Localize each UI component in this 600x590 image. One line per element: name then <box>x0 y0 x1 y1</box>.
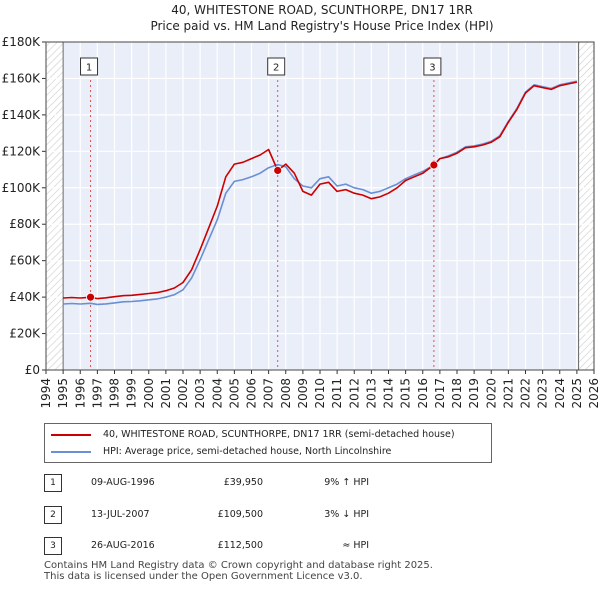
sale-marker-2: 2 <box>44 506 62 524</box>
sale-price: £112,500 <box>217 540 263 551</box>
x-tick-label: 2006 <box>245 378 259 409</box>
sale-label-box-3 <box>423 57 442 76</box>
legend-line-hpi <box>51 451 91 453</box>
legend-label-property: 40, WHITESTONE ROAD, SCUNTHORPE, DN17 1R… <box>103 429 455 440</box>
table-row: 1 09-AUG-1996 £39,950 9% ↑ HPI <box>44 474 564 492</box>
x-tick-label: 2009 <box>296 378 310 409</box>
x-tick-label: 2015 <box>399 378 413 409</box>
price-chart: 40, WHITESTONE ROAD, SCUNTHORPE, DN17 1R… <box>2 3 600 409</box>
hatched-region-left <box>46 42 64 370</box>
x-tick-label: 1995 <box>56 378 70 409</box>
sale-label-box-2 <box>267 57 286 76</box>
x-tick-label: 2008 <box>279 378 293 409</box>
hatched-region-right <box>578 42 594 370</box>
footer: Contains HM Land Registry data © Crown c… <box>44 560 433 582</box>
sale-point-2 <box>273 166 283 175</box>
x-tick-label: 2022 <box>519 378 533 409</box>
x-tick-label: 2011 <box>330 378 344 409</box>
x-tick-label: 2021 <box>501 378 515 409</box>
y-tick-label: £40K <box>9 290 41 304</box>
chart-title: 40, WHITESTONE ROAD, SCUNTHORPE, DN17 1R… <box>171 3 473 17</box>
sale-label-box-1 <box>80 57 99 76</box>
plot-frame <box>45 41 595 371</box>
x-tick-label: 2003 <box>193 378 207 409</box>
legend-label-hpi: HPI: Average price, semi-detached house,… <box>103 446 392 457</box>
x-tick-label: 1997 <box>90 378 104 409</box>
sale-date: 13-JUL-2007 <box>91 509 150 520</box>
data-range-shading <box>63 42 579 370</box>
x-tick-label: 1996 <box>73 378 87 409</box>
sale-label-3: 3 <box>429 63 435 74</box>
chart-legend: 40, WHITESTONE ROAD, SCUNTHORPE, DN17 1R… <box>44 423 492 463</box>
x-tick-label: 2018 <box>450 378 464 409</box>
y-tick-label: £180K <box>2 35 42 49</box>
footer-licence: This data is licensed under the Open Gov… <box>44 571 363 582</box>
y-tick-label: £120K <box>2 144 42 158</box>
sale-price: £39,950 <box>223 477 263 488</box>
x-tick-label: 1998 <box>108 378 122 409</box>
table-row: 2 13-JUL-2007 £109,500 3% ↓ HPI <box>44 506 564 524</box>
y-tick-label: £20K <box>9 327 41 341</box>
x-tick-label: 2002 <box>176 378 190 409</box>
x-tick-label: 2019 <box>467 378 481 409</box>
y-tick-label: £100K <box>2 181 42 195</box>
sale-marker-3: 3 <box>44 537 62 555</box>
y-tick-label: £0 <box>25 363 40 377</box>
x-tick-label: 2020 <box>484 378 498 409</box>
x-tick-label: 2016 <box>416 378 430 409</box>
sale-price: £109,500 <box>217 509 263 520</box>
series-line-property <box>63 81 578 300</box>
x-tick-label: 2013 <box>364 378 378 409</box>
x-tick-label: 2005 <box>227 378 241 409</box>
y-tick-label: £140K <box>2 108 42 122</box>
sale-hpi: 9% ↑ HPI <box>324 477 369 488</box>
x-tick-label: 2024 <box>553 378 567 409</box>
y-tick-label: £60K <box>9 254 41 268</box>
x-tick-label: 2004 <box>210 378 224 409</box>
sale-label-1: 1 <box>86 63 92 74</box>
sale-date: 26-AUG-2016 <box>91 540 155 551</box>
sale-hpi: ≈ HPI <box>342 540 369 551</box>
chart-subtitle: Price paid vs. HM Land Registry's House … <box>150 19 493 33</box>
footer-copyright: Contains HM Land Registry data © Crown c… <box>44 560 433 571</box>
x-tick-label: 2010 <box>313 378 327 409</box>
sale-point-1 <box>86 292 95 302</box>
x-tick-label: 2007 <box>262 378 276 409</box>
x-tick-label: 2001 <box>159 378 173 409</box>
x-tick-label: 2012 <box>347 378 361 409</box>
sale-date: 09-AUG-1996 <box>91 477 155 488</box>
sale-hpi: 3% ↓ HPI <box>324 509 369 520</box>
x-tick-label: 2025 <box>570 378 584 409</box>
legend-line-property <box>51 434 91 436</box>
sale-point-3 <box>429 160 439 170</box>
sale-label-2: 2 <box>273 63 279 74</box>
x-tick-label: 2014 <box>382 378 396 409</box>
x-tick-label: 2017 <box>433 378 447 409</box>
y-tick-label: £160K <box>2 71 42 85</box>
x-tick-label: 1994 <box>39 378 53 409</box>
table-row: 3 26-AUG-2016 £112,500 ≈ HPI <box>44 537 564 555</box>
sale-marker-1: 1 <box>44 474 62 492</box>
x-tick-label: 2000 <box>142 378 156 409</box>
x-tick-label: 2026 <box>587 378 600 409</box>
x-tick-label: 1999 <box>125 378 139 409</box>
y-tick-label: £80K <box>9 217 41 231</box>
x-tick-label: 2023 <box>536 378 550 409</box>
